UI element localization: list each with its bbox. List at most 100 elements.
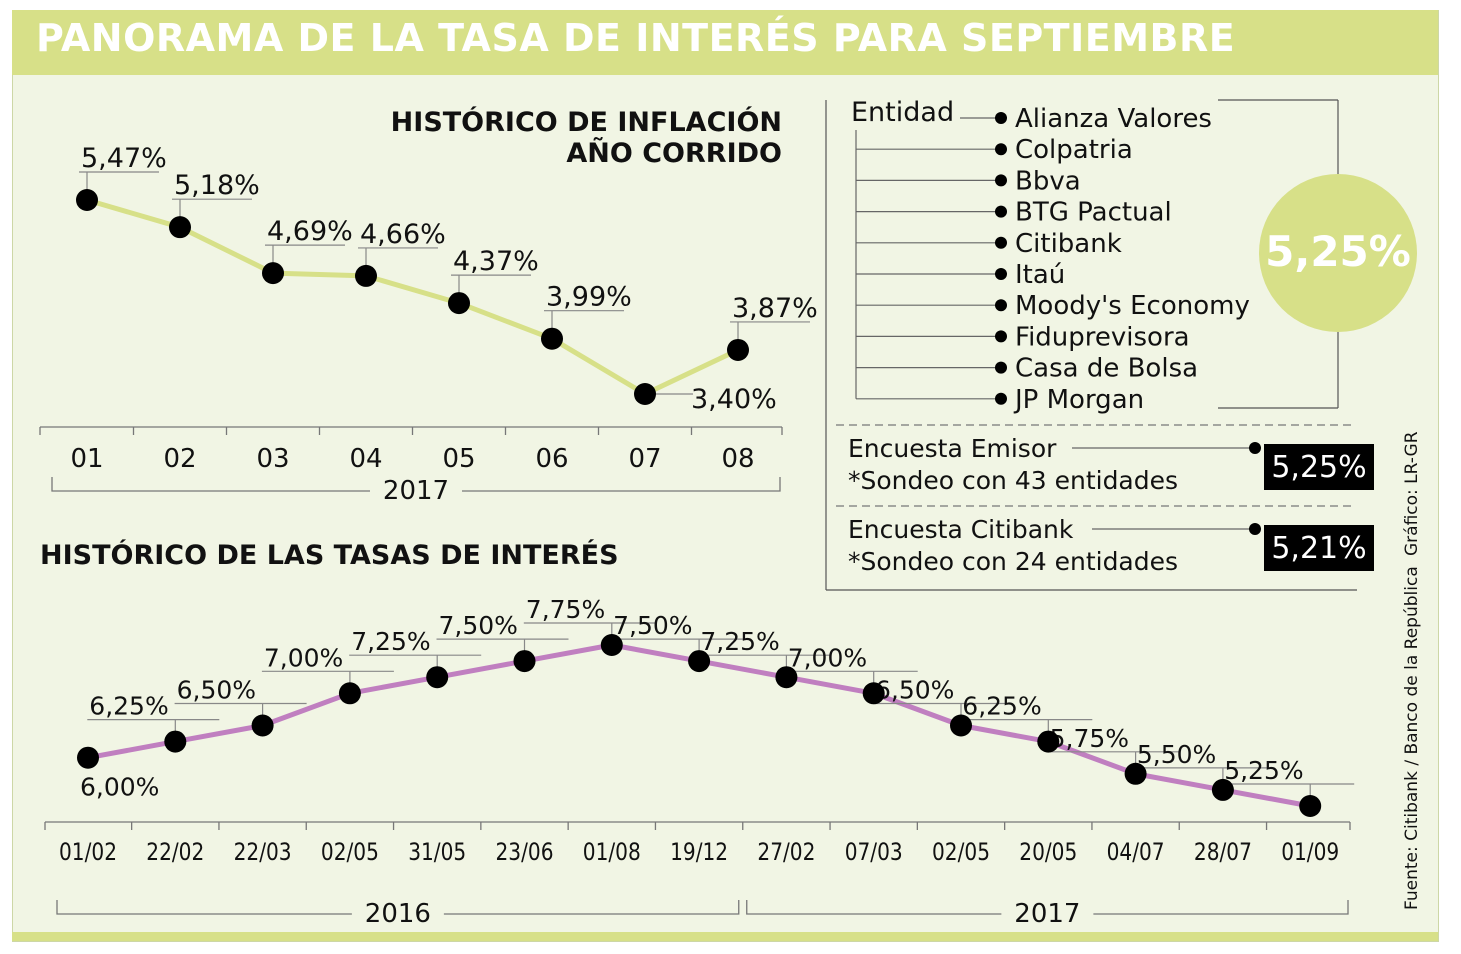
survey-name: Encuesta Emisor [848, 434, 1057, 463]
inflation-data-label: 3,87% [732, 293, 818, 324]
rates-category-label: 27/02 [757, 838, 815, 866]
survey-bullet [1249, 523, 1261, 535]
rates-leader [611, 638, 744, 656]
rates-leader [1222, 783, 1355, 800]
inflation-category-label: 06 [535, 444, 568, 474]
rates-point [1211, 778, 1234, 801]
rates-category-label: 02/05 [932, 838, 990, 866]
source-credit: Fuente: Citibank / Banco de la República [1402, 566, 1422, 910]
rates-point [862, 682, 885, 705]
rates-data-label: 7,75% [526, 595, 605, 624]
rates-title: HISTÓRICO DE LAS TASAS DE INTERÉS [40, 539, 619, 571]
inflation-category-label: 04 [349, 444, 382, 474]
rates-point [77, 746, 99, 769]
rates-data-label: 7,00% [788, 643, 867, 672]
rates-year-label: 2017 [1014, 899, 1080, 929]
inflation-year-bracket-right [462, 477, 781, 492]
rates-year-bracket-left [56, 900, 352, 915]
survey-value: 5,21% [1271, 531, 1366, 566]
inflation-year-label: 2017 [383, 476, 449, 506]
rates-point [600, 634, 623, 656]
inflation-leader [451, 274, 531, 298]
entity-name: Casa de Bolsa [1015, 354, 1198, 384]
survey-value: 5,25% [1271, 450, 1366, 485]
entity-name: Alianza Valores [1015, 104, 1212, 134]
inflation-series-line [84, 197, 741, 397]
inflation-point [634, 383, 656, 405]
rates-category-label: 01/08 [583, 838, 641, 866]
rates-category-label: 28/07 [1194, 838, 1252, 866]
rates-leader [698, 654, 831, 672]
rates-category-label: 01/09 [1281, 838, 1339, 866]
rates-data-label: 7,50% [439, 611, 518, 640]
rates-point [1299, 795, 1322, 817]
inflation-data-label: 3,99% [546, 282, 632, 313]
rates-data-label: 7,25% [351, 627, 430, 656]
rates-point [775, 666, 798, 689]
rates-category-label: 23/06 [496, 838, 554, 866]
inflation-point [262, 262, 284, 285]
inflation-category-label: 05 [442, 444, 475, 474]
rates-leader [873, 702, 1005, 720]
entity-name: Colpatria [1015, 135, 1133, 165]
rates-year-bracket-right [443, 900, 740, 915]
entity-bullet [995, 174, 1007, 187]
rates-leader [261, 670, 394, 688]
inflation-data-label: 4,69% [267, 216, 353, 247]
inflation-category-label: 07 [628, 444, 661, 474]
survey-panel: Entidad Alianza ValoresColpatriaBbvaBTG … [825, 97, 1417, 591]
entity-name: BTG Pactual [1015, 198, 1172, 228]
rates-leader [174, 702, 307, 720]
inflation-point [169, 216, 191, 239]
entity-name: Citibank [1015, 229, 1122, 259]
survey-rows: Encuesta Emisor *Sondeo con 43 entidades 5… [848, 434, 1374, 576]
inflation-data-label: 3,40% [691, 384, 777, 415]
rates-data-label: 6,25% [89, 692, 168, 721]
entity-name: JP Morgan [1013, 385, 1144, 415]
entity-bullet [995, 112, 1007, 124]
entity-bullet [995, 205, 1007, 218]
inflation-leader [265, 244, 345, 268]
rates-category-label: 01/02 [59, 838, 117, 866]
inflation-category-label: 03 [256, 444, 289, 474]
inflation-point [355, 264, 377, 287]
inflation-data-label: 4,66% [360, 219, 446, 250]
rates-point [251, 714, 274, 737]
rates-category-label: 07/03 [845, 838, 903, 866]
graphic-credit: Gráfico: LR-GR [1402, 431, 1422, 556]
consensus-value: 5,25% [1265, 227, 1411, 276]
survey-note: *Sondeo con 24 entidades [848, 547, 1178, 576]
inflation-leader [172, 198, 252, 222]
rates-category-label: 02/05 [321, 838, 379, 866]
rates-data-label: 7,25% [700, 627, 779, 656]
inflation-category-label: 01 [70, 444, 103, 474]
rates-point [513, 650, 536, 673]
rates-point [1124, 762, 1147, 785]
rates-data-label: 5,50% [1137, 740, 1216, 769]
rates-year-label: 2016 [365, 899, 431, 929]
rates-point [164, 730, 187, 753]
rates-data-label: 5,75% [1050, 724, 1129, 753]
rates-data-label: 5,25% [1224, 756, 1303, 785]
rates-data-label: 6,00% [80, 773, 159, 802]
inflation-point [541, 327, 563, 350]
rates-leader [785, 670, 918, 688]
entity-name: Bbva [1015, 166, 1081, 196]
entity-name: Itaú [1015, 260, 1065, 290]
rates-point [950, 714, 972, 737]
main-title: PANORAMA DE LA TASA DE INTERÉS PARA SEPT… [36, 16, 1236, 60]
inflation-leader [79, 171, 159, 194]
inflation-year-bracket-left [51, 477, 370, 492]
rates-leader [960, 719, 1093, 736]
rates-data-label: 6,50% [177, 676, 256, 705]
survey-value-box [1264, 444, 1374, 490]
inflation-category-label: 02 [163, 444, 196, 474]
rates-category-label: 31/05 [408, 838, 466, 866]
entity-name: Moody's Economy [1015, 291, 1250, 321]
inflation-point [448, 292, 470, 315]
survey-bullet [1249, 442, 1261, 454]
inflation-category-label: 08 [721, 444, 754, 474]
inflation-title-line2: AÑO CORRIDO [566, 137, 782, 169]
rates-data-label: 6,25% [962, 692, 1041, 721]
